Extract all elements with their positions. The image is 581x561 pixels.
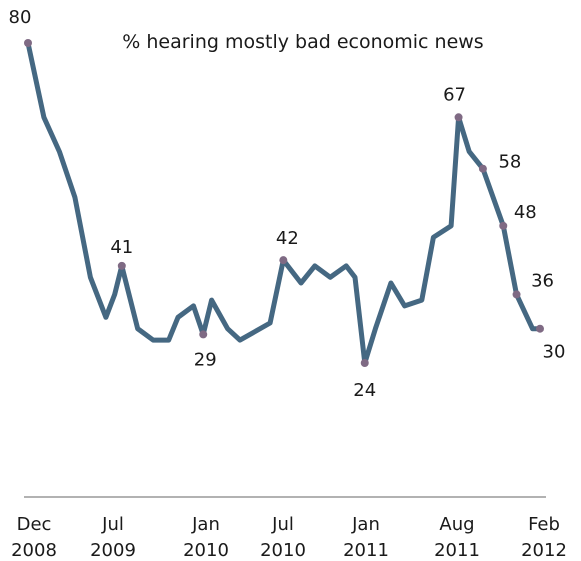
data-label: 48 <box>514 202 537 223</box>
data-label: 24 <box>353 380 376 401</box>
data-point-marker <box>536 324 544 333</box>
chart-title: % hearing mostly bad economic news <box>122 31 483 53</box>
data-point-marker <box>117 261 126 270</box>
x-tick-label: Jul <box>271 514 294 535</box>
data-point-marker <box>199 330 208 339</box>
data-label: 29 <box>194 349 217 370</box>
x-tick-label: Feb <box>528 514 560 535</box>
data-label: 42 <box>276 228 299 249</box>
data-markers <box>24 39 544 367</box>
x-tick-label: 2011 <box>343 540 389 561</box>
data-label: 41 <box>110 237 133 258</box>
data-point-marker <box>454 113 463 122</box>
x-tick-label: Jul <box>101 514 124 535</box>
data-point-marker <box>24 39 32 47</box>
x-tick-label: 2009 <box>90 540 136 561</box>
data-point-marker <box>279 256 288 265</box>
data-labels: 80 41 29 42 24 67 58 48 36 30 <box>9 7 566 401</box>
x-tick-label: Jan <box>351 514 380 535</box>
data-point-marker <box>499 221 508 230</box>
x-tick-label: Jan <box>191 514 220 535</box>
data-label: 67 <box>443 84 466 105</box>
x-tick-label: 2010 <box>260 540 306 561</box>
data-label: 36 <box>531 270 554 291</box>
x-tick-label: 2010 <box>183 540 229 561</box>
x-tick-label: Aug <box>439 514 474 535</box>
data-label: 30 <box>543 342 566 363</box>
data-point-marker <box>478 164 487 173</box>
data-point-marker <box>512 290 521 299</box>
x-tick-label: 2012 <box>521 540 567 561</box>
data-point-marker <box>360 359 369 367</box>
x-tick-label: Dec <box>17 514 52 535</box>
data-label: 80 <box>9 7 32 28</box>
series-line <box>25 40 543 366</box>
x-tick-labels: Dec 2008 Jul 2009 Jan 2010 Jul 2010 Jan 2011 Aug 20… <box>11 514 567 561</box>
data-label: 58 <box>498 152 521 173</box>
x-tick-label: 2011 <box>434 540 480 561</box>
x-tick-label: 2008 <box>11 540 57 561</box>
